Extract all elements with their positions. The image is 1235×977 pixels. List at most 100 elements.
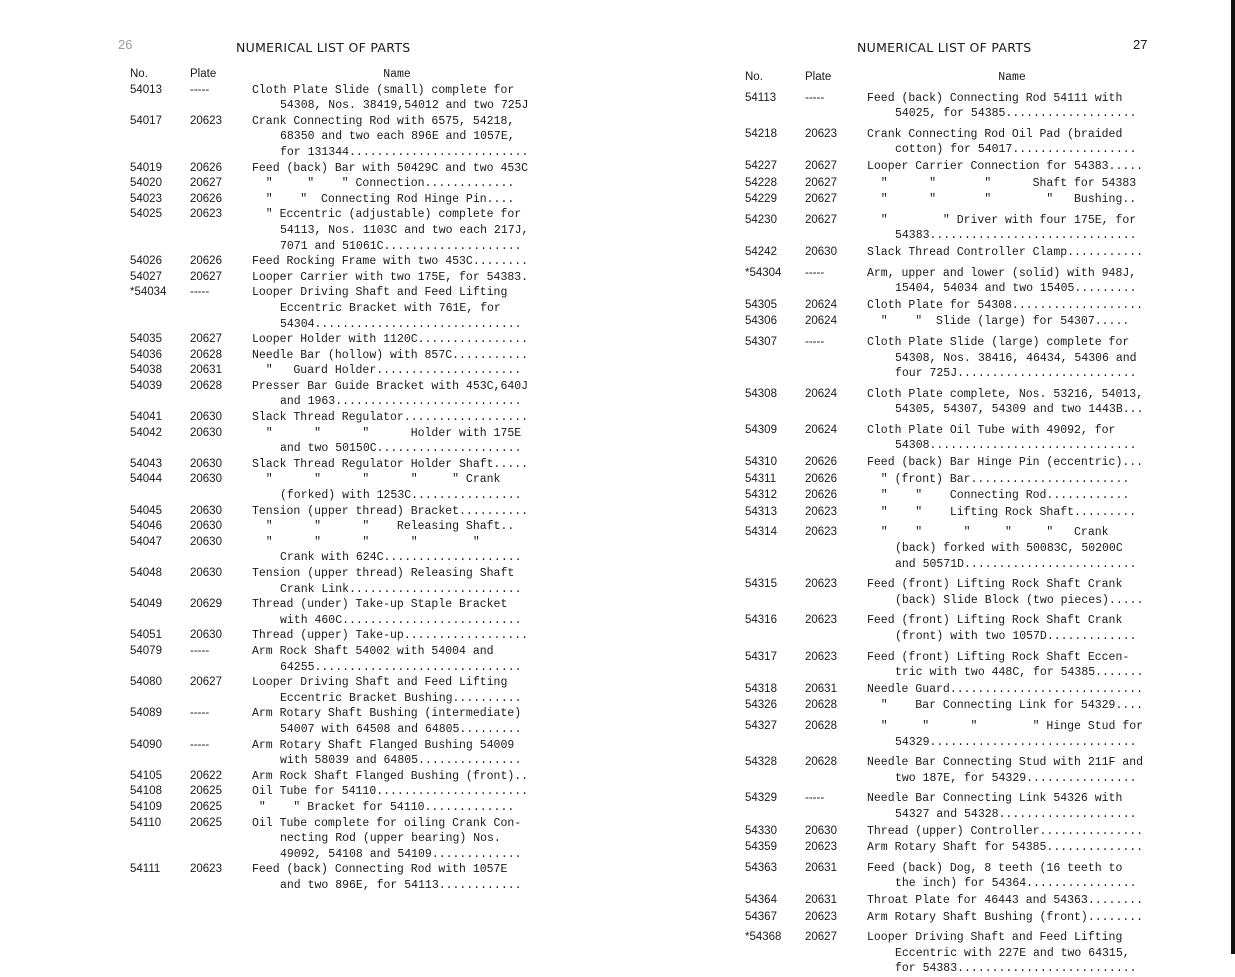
part-number: 54326 [745,699,777,712]
part-name: Slack Thread Controller Clamp........... [867,245,1157,261]
part-number: 54023 [130,192,162,205]
table-row: 54090 ----- Arm Rotary Shaft Flanged Bushi… [130,738,542,769]
part-number: 54080 [130,676,162,689]
part-name-line: Needle Guard............................ [867,682,1144,696]
part-name: Needle Bar Connecting Link 54326 with 543… [867,791,1157,822]
plate-number: 20623 [805,578,837,591]
part-number: 54039 [130,379,162,392]
table-row: 54229 20627 " " " " Bushing.. [745,192,1157,208]
plate-number: 20630 [190,535,222,548]
part-name-line: " " Driver with four 175E, for [867,213,1137,227]
part-name: Arm Rotary Shaft Bushing (intermediate) 5… [252,706,542,737]
part-name-line: " " Bracket for 54110............. [252,800,515,814]
part-name: Looper Carrier with two 175E, for 54383. [252,270,542,286]
column-headers: No. Plate Name [745,70,1157,86]
part-name: Arm Rock Shaft Flanged Bushing (front).. [252,769,542,785]
plate-number: 20628 [805,719,837,732]
table-row: 54035 20627 Looper Holder with 1120C......… [130,332,542,348]
plate-number: 20628 [805,756,837,769]
plate-number: 20623 [805,841,837,854]
part-name-line: cotton) for 54017.................. [895,143,1137,157]
part-name: Thread (under) Take-up Staple Bracket wit… [252,597,542,628]
part-name: Feed (front) Lifting Rock Shaft Crank (ba… [867,577,1157,608]
part-number: 54025 [130,208,162,221]
part-number: 54027 [130,270,162,283]
part-name: Feed (back) Bar Hinge Pin (eccentric)... [867,455,1157,471]
part-name-line: Feed (back) Bar with 50429C and two 453C [252,161,529,175]
part-number: *54034 [130,286,167,299]
part-number: 54105 [130,769,162,782]
table-row: 54359 20623 Arm Rotary Shaft for 54385....… [745,840,1157,856]
part-name-line: Cloth Plate Oil Tube with 49092, for [867,423,1116,437]
part-name: Thread (upper) Controller............... [867,824,1157,840]
part-name-line: Feed (front) Lifting Rock Shaft Crank [867,614,1123,628]
header-no: No. [745,71,763,83]
part-name-line: Feed (back) Connecting Rod with 1057E [252,863,508,877]
part-name-line: Presser Bar Guide Bracket with 453C,640J [252,379,529,393]
part-name: Arm Rotary Shaft for 54385.............. [867,840,1157,856]
part-name-line: Slack Thread Controller Clamp........... [867,245,1144,259]
part-name-line: 54327 and 54328.................... [895,807,1137,821]
table-row: 54367 20623 Arm Rotary Shaft Bushing (fron… [745,910,1157,926]
part-name: " " Connecting Rod............ [867,488,1157,504]
part-number: 54044 [130,473,162,486]
table-row: *54304 ----- Arm, upper and lower (solid) … [745,266,1157,297]
part-number: 54111 [130,863,161,876]
part-number: 54364 [745,893,777,906]
part-name-line: 54308, Nos. 38416, 46434, 54306 and [895,351,1137,365]
part-name-line: 64255.............................. [280,660,522,674]
part-number: 54089 [130,707,162,720]
part-name-line: (back) forked with 50083C, 50200C [895,542,1123,556]
part-name-line: tric with two 448C, for 54385....... [895,666,1144,680]
part-name-line: Looper Carrier Connection for 54383..... [867,159,1144,173]
part-name: Cloth Plate Slide (large) complete for 54… [867,335,1157,382]
part-number: 54317 [745,650,777,663]
part-name-line: " " " Releasing Shaft.. [252,520,515,534]
part-number: 54316 [745,614,777,627]
part-name-line: Arm Rotary Shaft Bushing (intermediate) [252,707,522,721]
table-row: 54020 20627 " " " Connection............. [130,176,542,192]
plate-number: 20627 [805,213,837,226]
part-number: 54042 [130,426,162,439]
plate-number: 20623 [805,127,837,140]
part-name-line: 15404, 54034 and two 15405......... [895,282,1137,296]
plate-number: 20630 [190,629,222,642]
plate-number: 20630 [805,245,837,258]
part-name: " " " Releasing Shaft.. [252,519,542,535]
table-row: 54036 20628 Needle Bar (hollow) with 857C.… [130,348,542,364]
page-title: NUMERICAL LIST OF PARTS [857,40,1032,55]
part-name-line: 54308.............................. [895,439,1137,453]
part-number: 54313 [745,505,777,518]
part-name: " " " " Bushing.. [867,192,1157,208]
part-name-line: and two 896E, for 54113............ [280,878,522,892]
plate-number: 20626 [190,192,222,205]
table-row: 54218 20623 Crank Connecting Rod Oil Pad (… [745,127,1157,158]
table-row: 54044 20630 " " " " " Crank (forked) with … [130,472,542,503]
part-name: Presser Bar Guide Bracket with 453C,640J… [252,379,542,410]
part-name-line: with 58039 and 64805............... [280,754,522,768]
part-name-line: with 460C.......................... [280,613,522,627]
part-name-line: Needle Bar Connecting Link 54326 with [867,792,1123,806]
part-number: 54090 [130,738,162,751]
table-row: 54311 20626 " (front) Bar................… [745,472,1157,488]
table-row: 54013 ----- Cloth Plate Slide (small) comp… [130,83,542,114]
part-number: 54017 [130,114,162,127]
part-number: 54229 [745,193,777,206]
page-edge [1231,0,1235,954]
part-name-line: " (front) Bar....................... [867,472,1130,486]
plate-number: ----- [805,335,825,348]
part-name: Arm Rotary Shaft Flanged Bushing 54009 wi… [252,738,542,769]
left-page: 26 NUMERICAL LIST OF PARTS No. Plate Nam… [0,0,600,954]
table-row: 54227 20627 Looper Carrier Connection for … [745,159,1157,175]
part-name-line: Thread (under) Take-up Staple Bracket [252,598,508,612]
part-name-line: 54305, 54307, 54309 and two 1443B... [895,403,1144,417]
part-name: " " Bracket for 54110............. [252,800,542,816]
table-row: 54327 20628 " " " " Hinge Stud for 54329..… [745,719,1157,750]
part-number: 54311 [745,472,777,485]
part-name: Looper Driving Shaft and Feed Lifting Ecc… [867,930,1157,977]
page-number: 26 [118,37,133,52]
part-number: 54329 [745,792,777,805]
part-number: 54036 [130,348,162,361]
plate-number: 20630 [190,426,222,439]
part-name-line: Cloth Plate complete, Nos. 53216, 54013, [867,387,1144,401]
